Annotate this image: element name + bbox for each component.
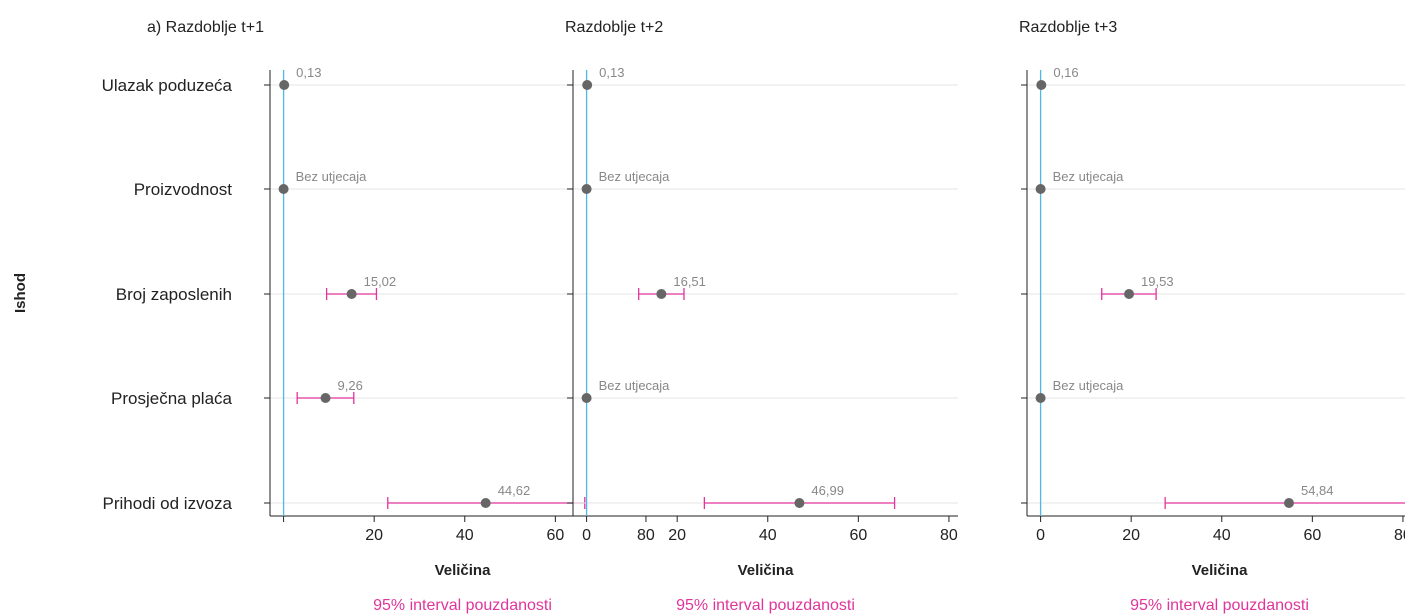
x-tick-label: 40 [456,527,474,544]
value-label: Bez utjecaja [1053,169,1125,184]
estimate-point [1035,393,1046,403]
x-tick-label: 0 [1036,527,1045,544]
estimate-point [1124,289,1135,299]
value-label: 16,51 [673,274,706,289]
category-label: Broj zaposlenih [116,285,232,304]
x-tick-label: 80 [637,527,655,544]
category-label: Prihodi od izvoza [103,494,233,513]
x-tick-label: 60 [1303,527,1321,544]
estimate-point [582,80,593,90]
x-tick-label: 60 [546,527,564,544]
x-tick-label: 80 [940,527,958,544]
chart-panels: Ulazak poduzeća Proizvodnost Broj zaposlen… [102,19,1405,614]
value-label: 0,13 [599,65,624,80]
value-label: Bez utjecaja [296,169,368,184]
category-label: Ulazak poduzeća [102,76,233,95]
estimate-point [346,289,357,299]
estimate-point [279,80,290,90]
estimate-point [581,393,592,403]
category-label: Proizvodnost [134,180,233,199]
ci-legend-label: 95% interval pouzdanosti [1130,597,1309,614]
panel-2: Razdoblje t+2 0 20 40 60 80 0,13 Bez utjecaja 16… [565,19,958,614]
estimate-point [480,498,491,508]
x-tick-label: 0 [582,527,591,544]
value-label: 19,53 [1141,274,1174,289]
x-axis-title: Veličina [1192,562,1249,579]
x-tick-label: 20 [365,527,383,544]
value-label: Bez utjecaja [1053,378,1125,393]
category-label: Prosječna plaća [111,389,233,408]
panel-3: Razdoblje t+3 0 20 40 60 80 0,16 Bez utjecaja 19… [1019,19,1405,614]
x-tick-label: 40 [1213,527,1231,544]
estimate-point [1036,80,1047,90]
x-axis-title: Veličina [738,562,795,579]
value-label: 46,99 [811,483,844,498]
value-label: 9,26 [338,378,363,393]
ci-legend-label: 95% interval pouzdanosti [373,597,552,614]
value-label: Bez utjecaja [599,378,671,393]
value-label: Bez utjecaja [599,169,671,184]
panel-title: Razdoblje t+2 [565,19,663,36]
estimate-point [278,184,289,194]
estimate-point [581,184,592,194]
x-tick-label: 60 [849,527,867,544]
value-label: 0,16 [1053,65,1078,80]
estimate-point [320,393,331,403]
x-axis-title: Veličina [435,562,492,579]
y-axis-title: Ishod [12,273,29,313]
value-label: 0,13 [296,65,321,80]
value-label: 54,84 [1301,483,1334,498]
estimate-point [1035,184,1046,194]
value-label: 44,62 [498,483,531,498]
ci-legend-label: 95% interval pouzdanosti [676,597,855,614]
x-tick-label: 20 [1122,527,1140,544]
estimate-point [794,498,805,508]
value-label: 15,02 [364,274,397,289]
panel-title: a) Razdoblje t+1 [147,19,264,36]
x-tick-label: 40 [759,527,777,544]
panel-title: Razdoblje t+3 [1019,19,1117,36]
estimate-point [656,289,667,299]
estimate-point [1283,498,1294,508]
x-tick-label: 80 [1394,527,1405,544]
x-tick-label: 20 [668,527,686,544]
panel-1: a) Razdoblje t+1 20 40 60 80 0,13 Bez utjecaja… [147,19,655,614]
